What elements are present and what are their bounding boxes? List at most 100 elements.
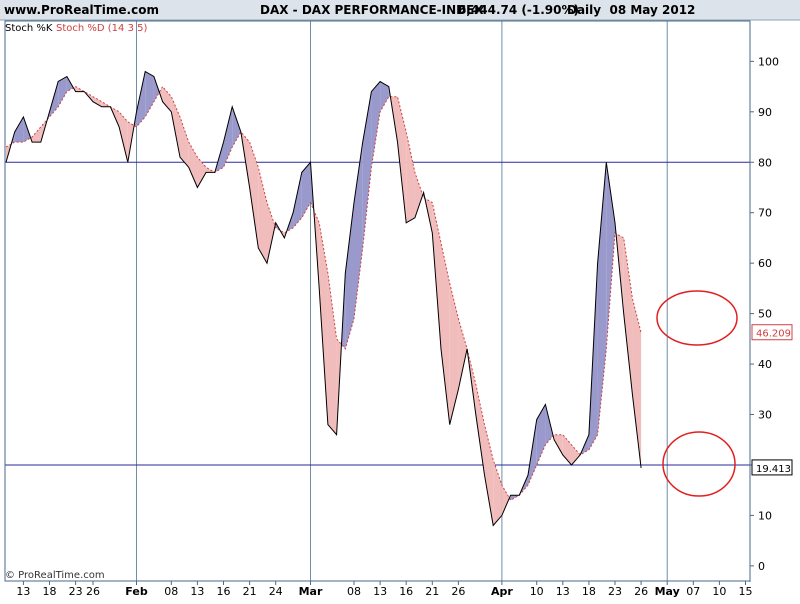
x-tick-label: 13 (190, 585, 204, 598)
annotation-circle-k (662, 431, 736, 497)
y-tick-label: 80 (758, 156, 772, 169)
k-above-fill (597, 162, 607, 435)
d-above-fill (327, 273, 337, 435)
k-above-fill (371, 81, 381, 168)
k-above-fill (14, 116, 24, 143)
k-above-fill (545, 404, 554, 445)
series-line-stoch-k (5, 70, 642, 527)
k-above-fill (145, 71, 154, 117)
d-above-fill (267, 202, 275, 264)
k-above-fill (136, 71, 146, 127)
x-tick-label: 13 (556, 585, 570, 598)
k-above-fill (58, 76, 67, 107)
series-line-stoch-d (5, 85, 642, 501)
y-tick-label: 100 (758, 55, 779, 68)
y-tick-label: 0 (758, 560, 765, 573)
x-tick-label: 15 (739, 585, 753, 598)
d-above-fill (571, 444, 581, 465)
y-tick-label: 10 (758, 509, 772, 522)
d-above-fill (449, 283, 459, 425)
d-above-fill (493, 459, 502, 526)
d-above-fill (554, 434, 563, 455)
x-tick-label: 24 (269, 585, 283, 598)
instrument-title: DAX - DAX PERFORMANCE-INDEX (260, 3, 484, 17)
k-above-fill (153, 76, 160, 102)
x-tick-label: May (655, 585, 680, 598)
x-tick-label: 10 (530, 585, 544, 598)
k-above-fill (536, 404, 546, 465)
d-above-fill (484, 424, 494, 526)
d-above-fill (171, 96, 180, 158)
d-above-fill (432, 202, 441, 349)
legend: Stoch %K Stoch %D (14 3 5) (5, 23, 147, 34)
d-above-fill (441, 243, 450, 425)
x-tick-label: 13 (16, 585, 30, 598)
x-tick-label: 23 (608, 585, 622, 598)
k-above-fill (380, 81, 389, 112)
x-tick-label: 21 (243, 585, 257, 598)
x-tick-label: 08 (347, 585, 361, 598)
x-tick-label: 21 (425, 585, 439, 598)
d-above-fill (32, 126, 41, 143)
k-above-fill (293, 172, 302, 228)
y-axis: 0102030405060708090100 (750, 55, 779, 573)
d-above-fill (501, 485, 510, 516)
k-above-fill (510, 495, 520, 501)
d-above-fill (249, 142, 259, 248)
x-tick-label: 18 (43, 585, 57, 598)
x-tick-label: 26 (634, 585, 648, 598)
stoch-k-value-box (751, 459, 793, 476)
d-above-fill (397, 96, 407, 223)
x-tick-label: Feb (125, 585, 148, 598)
x-tick-label: 07 (686, 585, 700, 598)
annotation-circle-d (656, 290, 738, 346)
stoch-d-value-box (751, 324, 793, 341)
d-above-fill (180, 116, 189, 168)
y-tick-label: 90 (758, 106, 772, 119)
d-above-fill (623, 237, 633, 395)
copyright-text: © ProRealTime.com (5, 570, 105, 581)
d-above-fill (206, 167, 215, 173)
k-above-fill (301, 162, 311, 218)
x-axis: 13 18 23 26 Feb 08 13 16 21 24 Mar 08 13 16 21 26 Apr 10 1… (16, 581, 753, 598)
d-above-fill (93, 96, 102, 107)
x-tick-label: 16 (399, 585, 413, 598)
y-tick-label: 70 (758, 207, 772, 220)
site-name[interactable]: www.ProRealTime.com (4, 3, 159, 17)
stoch-k-value-label: 19.413 (756, 464, 791, 475)
stoch-d-value-label: 46.209 (756, 329, 791, 340)
k-above-fill (232, 106, 241, 148)
k-above-fill (354, 142, 363, 319)
x-tick-label: Mar (299, 585, 323, 598)
y-tick-label: 60 (758, 257, 772, 270)
d-above-fill (475, 384, 485, 476)
period-date: Daily 08 May 2012 (567, 3, 695, 17)
k-above-fill (223, 106, 233, 168)
d-above-fill (632, 298, 642, 468)
x-tick-label: 23 (69, 585, 83, 598)
d-above-fill (414, 172, 423, 218)
d-above-fill (162, 86, 172, 112)
x-tick-label: 10 (712, 585, 726, 598)
x-tick-label: 26 (86, 585, 100, 598)
legend-k: Stoch %K (5, 23, 53, 34)
x-tick-label: 16 (217, 585, 231, 598)
d-above-fill (406, 132, 415, 223)
legend-d: Stoch %D (14 3 5) (56, 23, 147, 34)
x-tick-label: 13 (373, 585, 387, 598)
d-above-fill (458, 318, 468, 390)
d-above-fill (119, 111, 128, 163)
k-above-fill (345, 202, 354, 349)
y-tick-label: 50 (758, 308, 772, 321)
header-bar: www.ProRealTime.com DAX - DAX PERFORMANC… (0, 0, 800, 21)
value-labels: 46.209 19.413 (751, 324, 793, 476)
series-lines (5, 70, 642, 527)
x-tick-label: Apr (491, 585, 513, 598)
y-tick-label: 40 (758, 358, 772, 371)
y-tick-label: 30 (758, 409, 772, 422)
quote-value: 6,444.74 (-1.90%) (458, 3, 579, 17)
d-above-fill (258, 167, 267, 264)
